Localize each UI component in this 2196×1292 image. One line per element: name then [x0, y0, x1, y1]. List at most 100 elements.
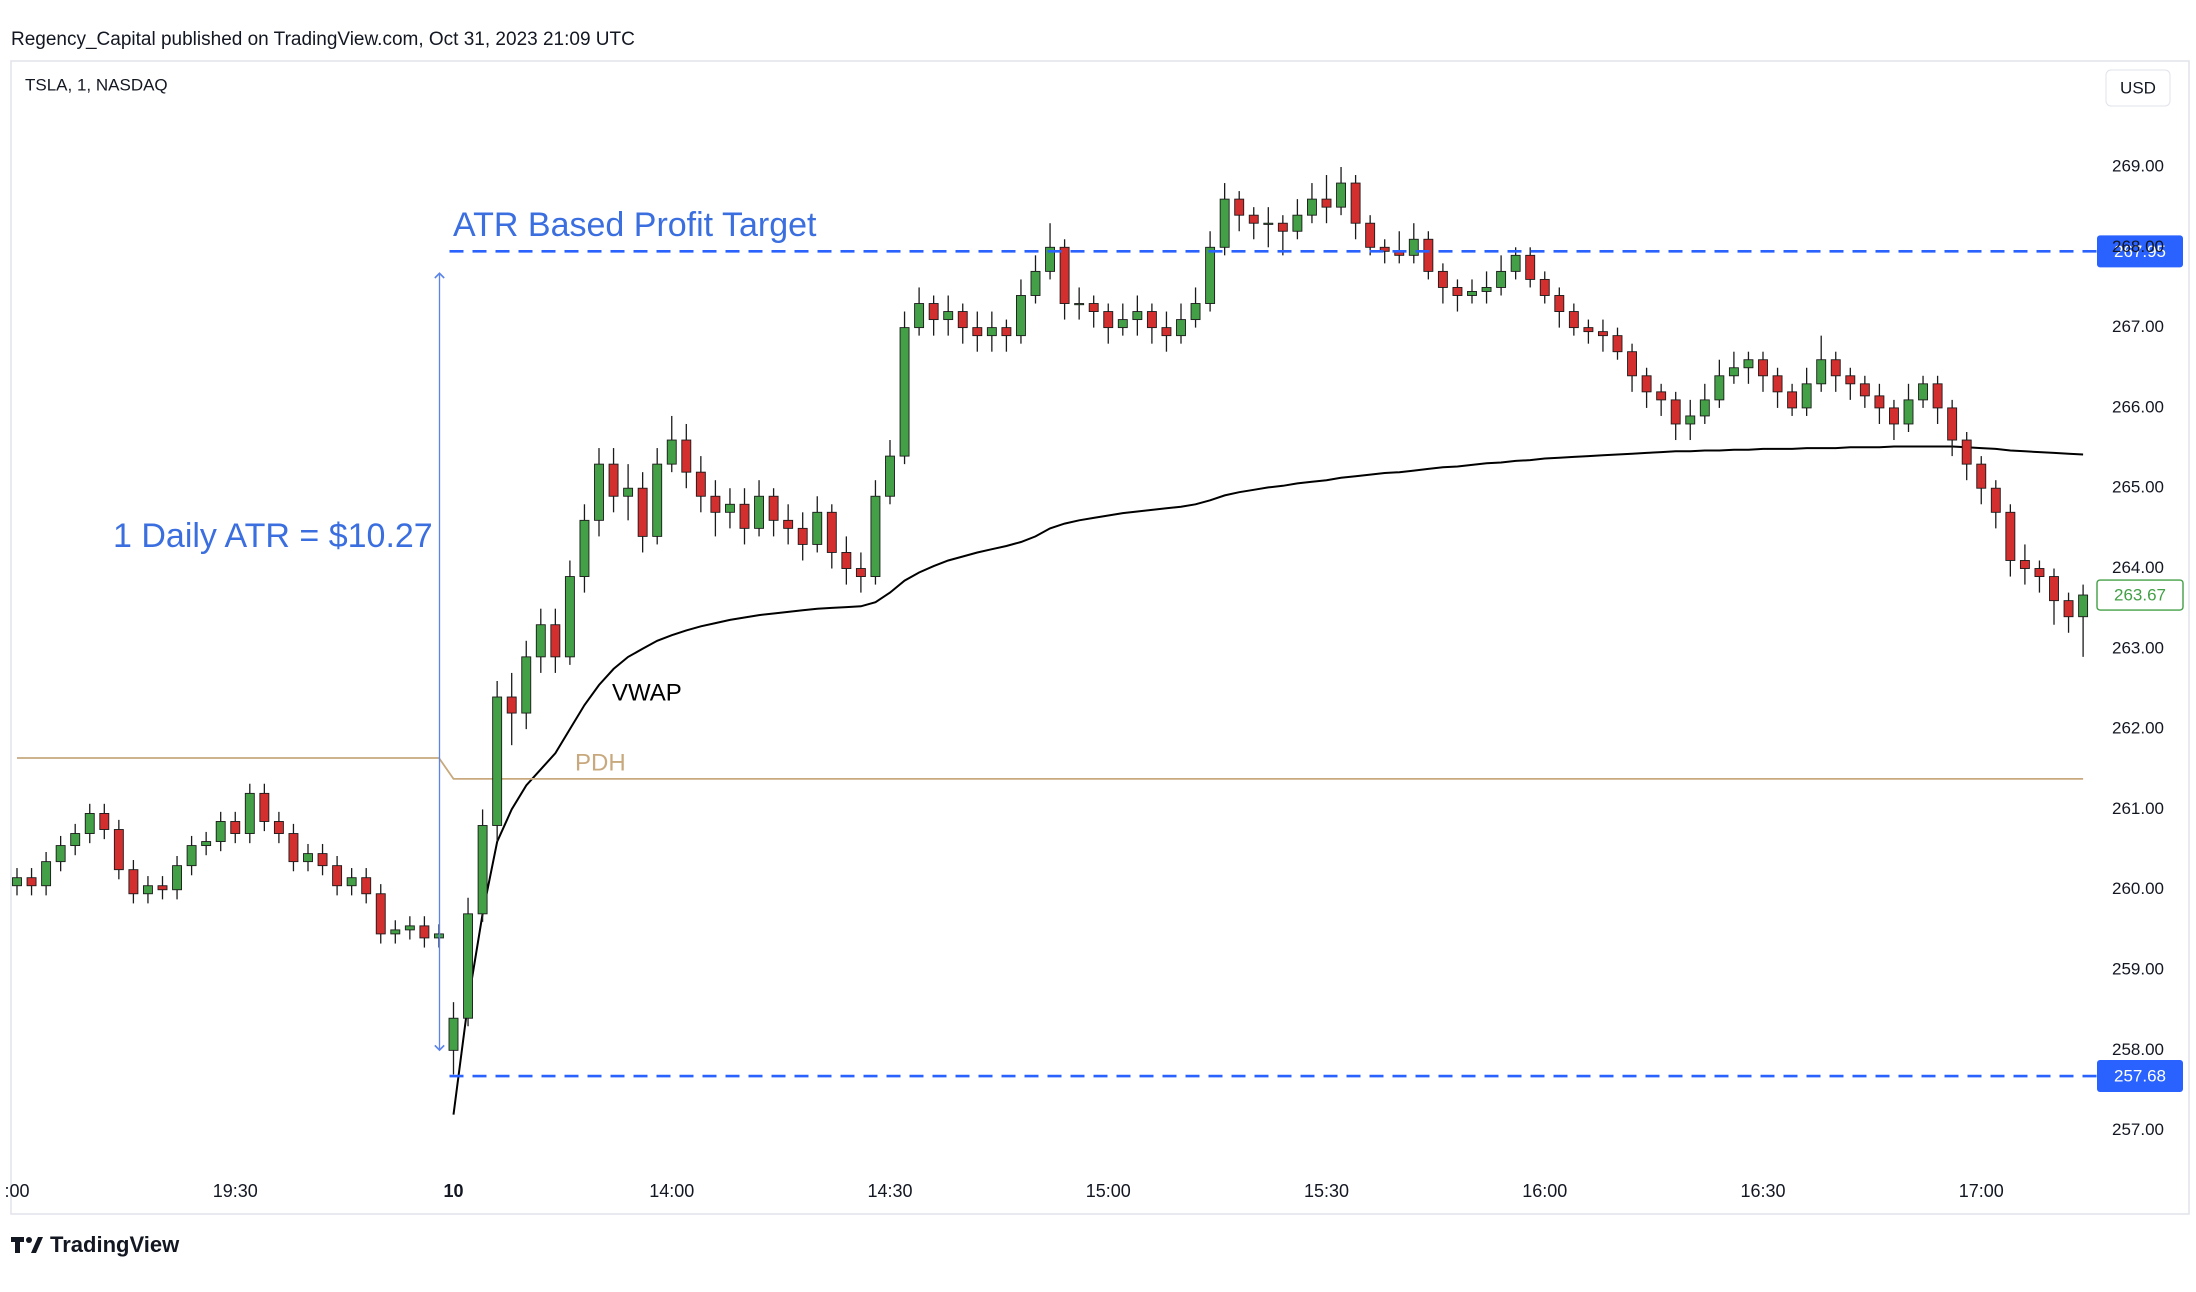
candle-body [1277, 222, 1288, 232]
candle-body [986, 327, 997, 337]
candle-body [899, 327, 910, 457]
candle-body [1830, 359, 1841, 377]
candle-body [361, 877, 372, 895]
candle-body [1016, 295, 1026, 337]
candle-body [1568, 311, 1579, 329]
candle-body [506, 696, 517, 714]
candle-body [273, 821, 284, 834]
candle-body [1918, 383, 1929, 401]
x-tick-label: 10 [443, 1181, 463, 1201]
pdh-label: PDH [575, 749, 626, 776]
candle-body [841, 552, 852, 569]
candle-body [26, 877, 37, 887]
candle-body [870, 495, 881, 578]
candle-body [1888, 407, 1899, 425]
y-tick-label: 265.00 [2112, 478, 2164, 497]
currency-label[interactable]: USD [2120, 78, 2156, 97]
candle-body [1248, 214, 1259, 224]
candle-body [1510, 254, 1521, 272]
symbol-info: TSLA, 1, NASDAQ [25, 75, 168, 94]
candle-body [608, 463, 619, 497]
level-label: 257.68 [2114, 1067, 2166, 1086]
candle-body [41, 861, 52, 887]
x-tick-label: 16:30 [1740, 1181, 1785, 1201]
candle-body [288, 833, 299, 863]
candle-body [1467, 291, 1477, 296]
candle-body [1903, 399, 1914, 425]
candle-body [12, 877, 22, 887]
candle-body [710, 495, 721, 513]
candle-body [1612, 335, 1623, 353]
candle-body [346, 877, 357, 887]
candle-body [1714, 375, 1725, 401]
candle-body [1001, 327, 1012, 337]
candle-body [1845, 375, 1856, 385]
publish-info: Regency_Capital published on TradingView… [11, 29, 635, 50]
x-tick-label: 14:00 [649, 1181, 694, 1201]
candle-body [1874, 395, 1885, 409]
candle-body [215, 821, 226, 843]
candle-body [579, 519, 590, 578]
candle-body [797, 527, 808, 545]
candle-body [172, 865, 183, 891]
candle-body [128, 869, 139, 895]
candle-body [375, 893, 386, 935]
chart-frame [10, 60, 2190, 1215]
candle-body [448, 1017, 459, 1051]
candle-body [1990, 487, 2001, 513]
candle-body [1423, 238, 1434, 272]
candle-body [564, 576, 575, 658]
candle-body [1859, 383, 1870, 397]
candle-body [419, 925, 430, 939]
candle-body [1961, 439, 1972, 465]
candle-body [695, 471, 706, 497]
candle-body [1190, 303, 1201, 321]
candle-body [99, 812, 110, 830]
candle-body [957, 311, 968, 329]
candle-body [70, 833, 81, 847]
candle-body [1932, 383, 1943, 409]
candle-body [1263, 222, 1274, 225]
candle-body [550, 624, 561, 658]
candle-body [113, 829, 124, 871]
candle-body [404, 925, 415, 931]
candle-body [1452, 287, 1463, 296]
vwap-label: VWAP [612, 679, 682, 706]
candle-body [492, 696, 503, 826]
candle-body [1976, 463, 1987, 489]
level-label: 267.95 [2114, 242, 2166, 261]
candle-body [1117, 319, 1128, 329]
candle-body [259, 792, 270, 822]
y-tick-label: 261.00 [2112, 799, 2164, 818]
candle-body [1699, 399, 1710, 417]
candle-body [1045, 246, 1056, 272]
candle-body [477, 825, 488, 915]
candle-body [1365, 222, 1376, 248]
x-tick-label: 14:30 [867, 1181, 912, 1201]
candle-body [1801, 383, 1812, 409]
candle-body [1670, 399, 1681, 425]
candle-body [1772, 375, 1783, 393]
candle-body [1408, 238, 1419, 256]
candle-body [1161, 327, 1172, 337]
candle-body [1088, 303, 1099, 312]
last-price-label: 263.67 [2114, 586, 2166, 605]
y-tick-label: 257.00 [2112, 1120, 2164, 1139]
candle-body [1583, 327, 1594, 333]
candle-body [1176, 319, 1186, 337]
candle-body [1728, 367, 1739, 377]
candle-body [1656, 391, 1667, 401]
candle-body [142, 885, 153, 895]
candle-body [303, 853, 313, 863]
candle-body [1597, 331, 1608, 337]
candle-body [2063, 600, 2074, 618]
candle-body [1336, 182, 1347, 208]
candle-body [317, 853, 328, 867]
candle-body [157, 885, 168, 891]
currency-box[interactable] [2105, 69, 2171, 107]
candle-body [2005, 511, 2016, 561]
level-label-box [2097, 1060, 2183, 1093]
candle-body [201, 841, 212, 847]
y-tick-label: 267.00 [2112, 317, 2164, 336]
